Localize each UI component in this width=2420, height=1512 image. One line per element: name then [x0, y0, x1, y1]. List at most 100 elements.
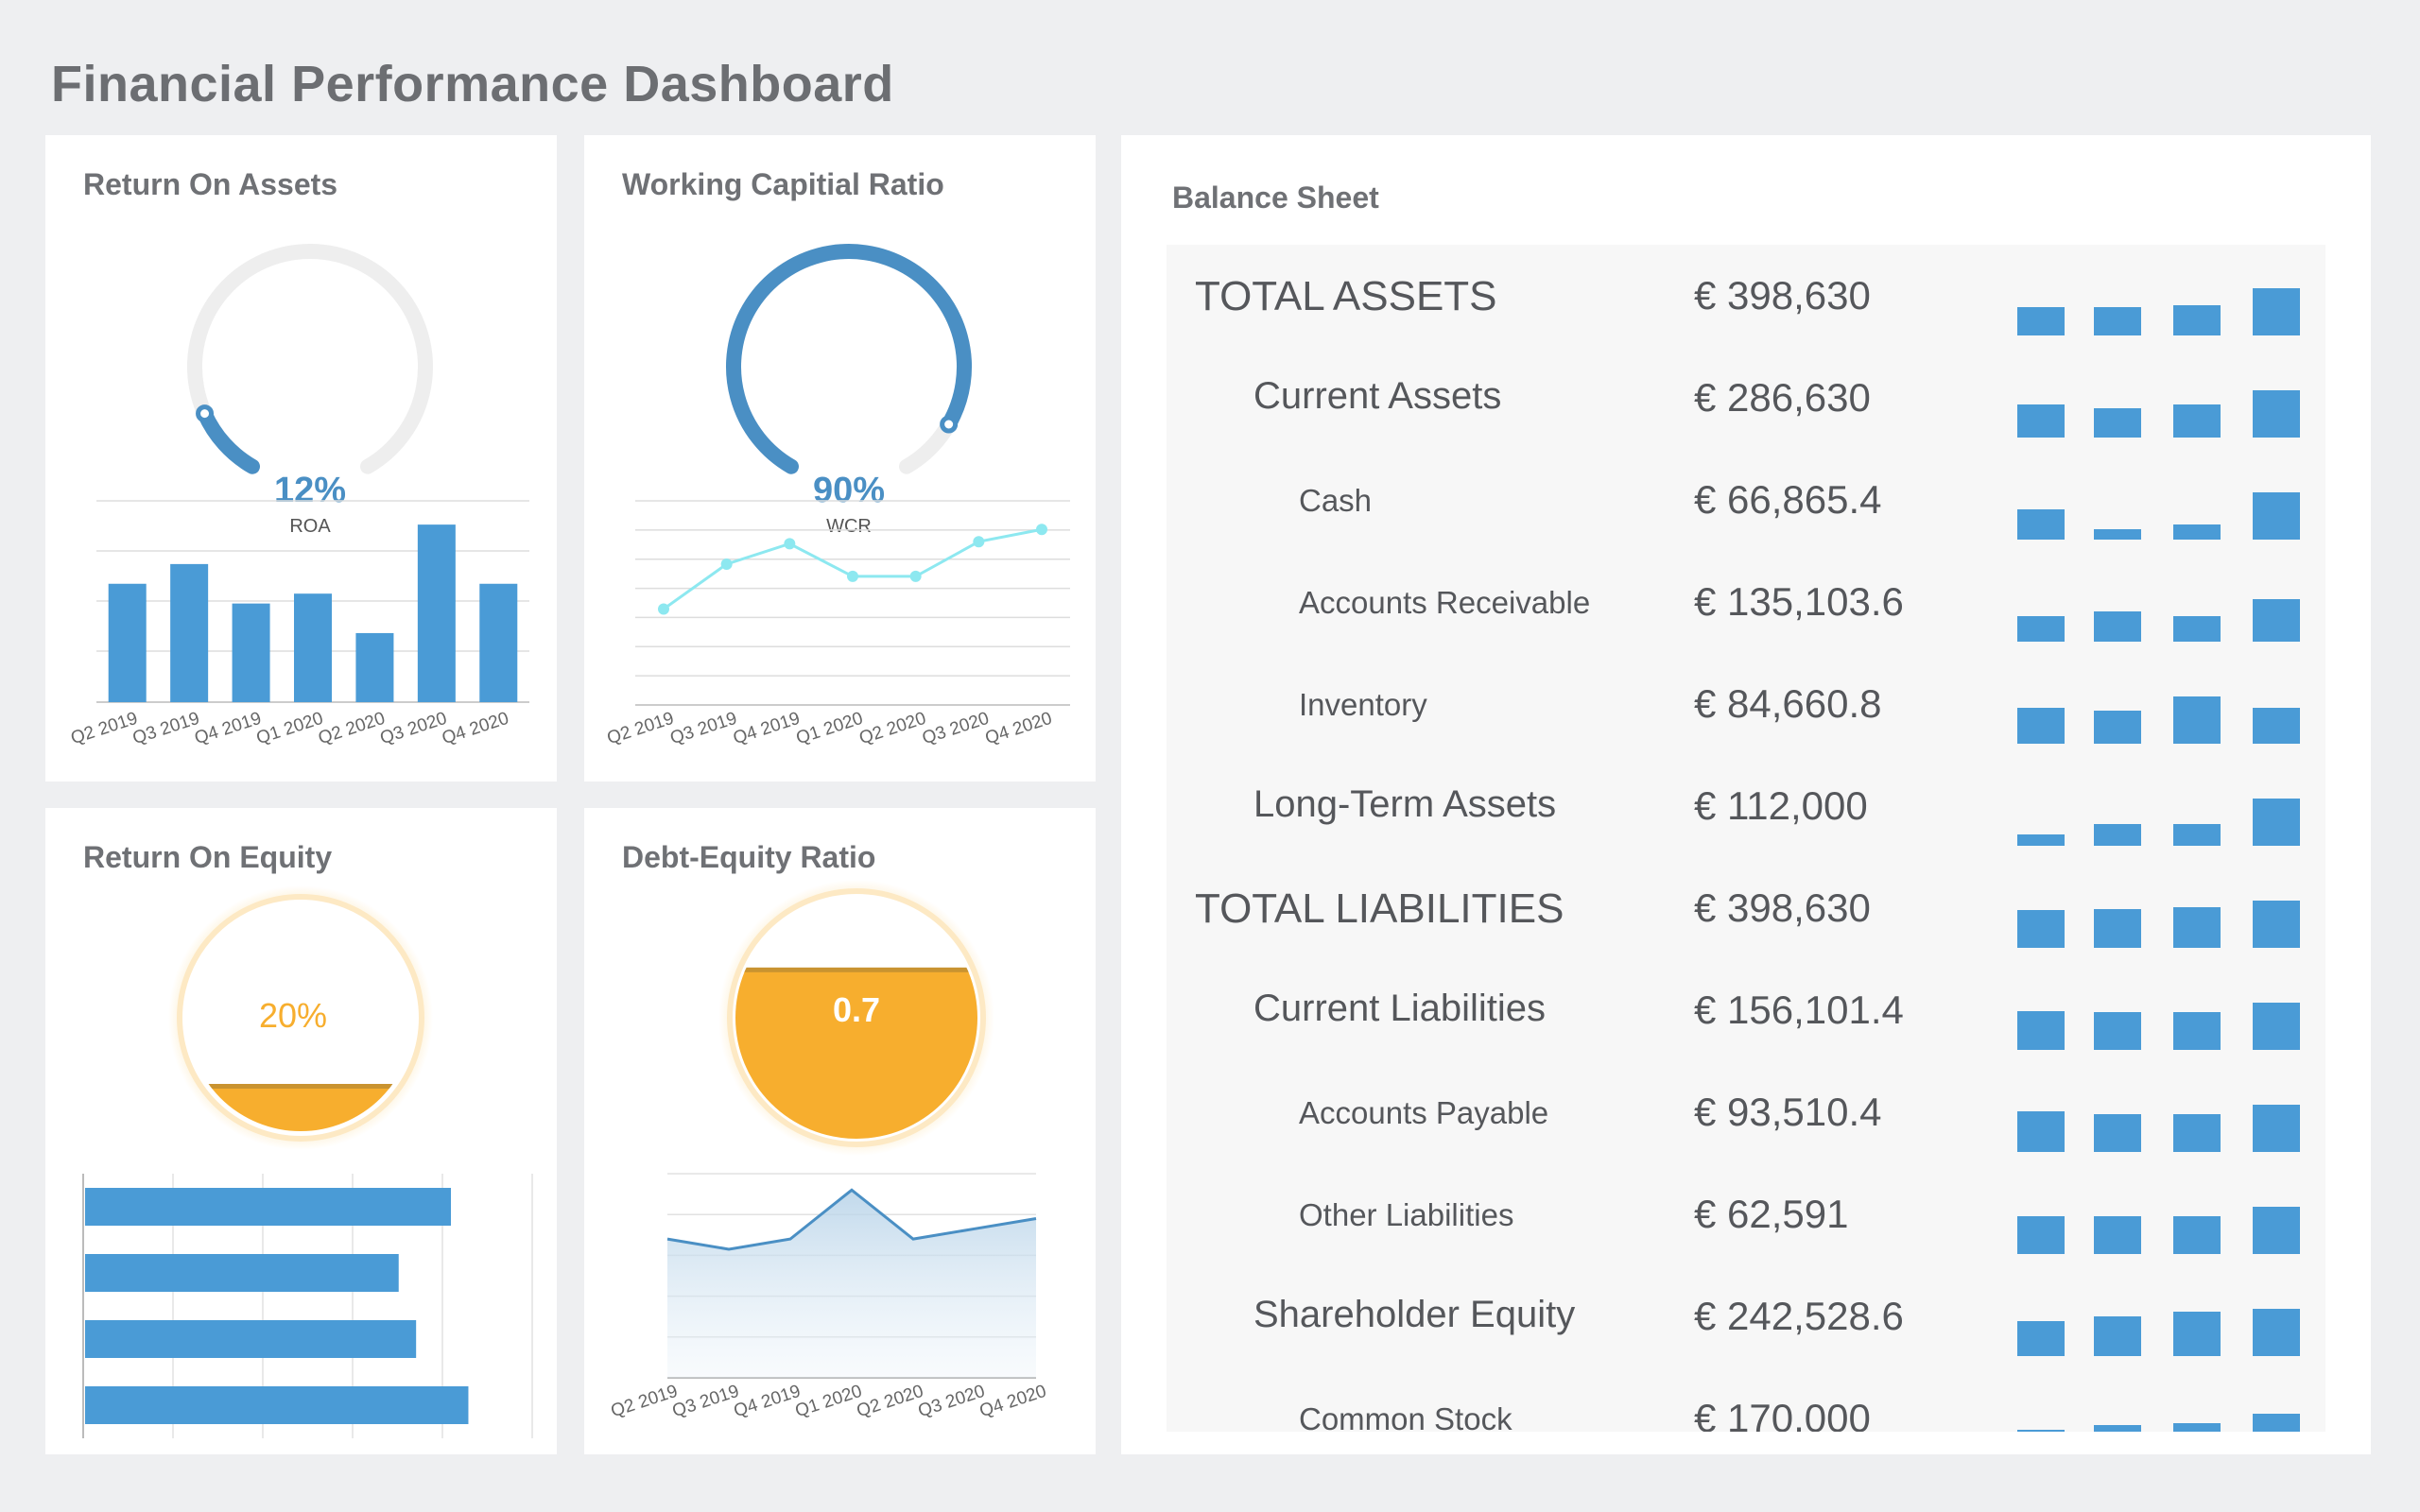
balance-sheet-row: Other Liabilities € 62,591 [1167, 1163, 2325, 1265]
wcr-grid [635, 500, 1070, 706]
balance-sheet-bar [2173, 907, 2221, 948]
balance-sheet-bar [2253, 492, 2300, 540]
balance-sheet-sparkbars [1167, 245, 2325, 347]
balance-sheet-bar [2017, 1430, 2065, 1432]
working-capital-ratio-card: 90% WCR Q2 2019 Q3 2019 Q4 2019 Q1 2020 Q2 2… [584, 135, 1096, 782]
balance-sheet-sparkbars [1167, 755, 2325, 857]
roa-bar [108, 583, 147, 702]
balance-sheet-row-label: Cash [1299, 483, 1373, 518]
wcr-point [658, 603, 669, 615]
balance-sheet-row-label: TOTAL ASSETS [1195, 273, 1497, 319]
x-tick-label: Q2 2020 [856, 709, 928, 749]
balance-sheet-bar [2253, 1207, 2300, 1254]
roe-bar [85, 1386, 469, 1424]
balance-sheet-row-value: € 66,865.4 [1694, 477, 1882, 522]
roe-gauge-ring [177, 894, 424, 1142]
balance-sheet-sparkbars [1167, 1265, 2325, 1367]
roa-bars [108, 524, 518, 702]
balance-sheet-bar [2253, 390, 2300, 438]
balance-sheet-row-value: € 398,630 [1694, 885, 1871, 930]
balance-sheet-bar [2094, 1425, 2141, 1432]
balance-sheet-row-label: TOTAL LIABILITIES [1195, 885, 1564, 932]
roe-bar [85, 1254, 399, 1292]
wcr-point [973, 536, 985, 548]
x-tick-label: Q2 2020 [316, 709, 388, 749]
balance-sheet-sparkbars [1167, 653, 2325, 755]
balance-sheet-row-value: € 84,660.8 [1694, 681, 1882, 726]
balance-sheet-row: Inventory € 84,660.8 [1167, 653, 2325, 755]
balance-sheet-sparkbars [1167, 449, 2325, 551]
balance-sheet-bar [2017, 615, 2065, 642]
x-tick-label: Q3 2019 [667, 709, 739, 749]
balance-sheet-row-value: € 286,630 [1694, 375, 1871, 420]
balance-sheet-row-label: Other Liabilities [1299, 1197, 1514, 1232]
balance-sheet-row-label: Common Stock [1299, 1401, 1512, 1432]
x-tick-label: Q2 2019 [68, 709, 140, 749]
balance-sheet-bar [2173, 696, 2221, 744]
roe-gauge-value: 20% [259, 996, 327, 1035]
wcr-point [847, 570, 858, 582]
balance-sheet-bar [2173, 1114, 2221, 1152]
balance-sheet-sparkbars [1167, 1163, 2325, 1265]
x-tick-label: Q3 2019 [130, 709, 202, 749]
balance-sheet-row-label: Accounts Receivable [1299, 585, 1591, 620]
balance-sheet-row-label: Inventory [1299, 687, 1427, 722]
wcr-point [1036, 524, 1047, 536]
x-tick-label: Q3 2019 [670, 1382, 742, 1422]
roe-chart-svg: 20% [82, 885, 533, 1438]
balance-sheet-title: Balance Sheet [1172, 180, 1379, 215]
balance-sheet-bar [2017, 404, 2065, 438]
balance-sheet-bar [2253, 901, 2300, 948]
balance-sheet-row: TOTAL LIABILITIES € 398,630 [1167, 857, 2325, 959]
balance-sheet-bar [2094, 307, 2141, 335]
balance-sheet-bar [2094, 824, 2141, 846]
balance-sheet-bar [2017, 1111, 2065, 1152]
balance-sheet-row-value: € 93,510.4 [1694, 1090, 1882, 1134]
x-tick-label: Q1 2020 [794, 709, 866, 749]
roa-bar [417, 524, 456, 702]
balance-sheet-row-value: € 135,103.6 [1694, 579, 1904, 624]
balance-sheet-bar [2173, 404, 2221, 438]
roe-hbars [85, 1188, 469, 1424]
wcr-gauge-knob [940, 415, 959, 434]
balance-sheet-sparkbars [1167, 959, 2325, 1061]
balance-sheet-bar [2017, 508, 2065, 540]
balance-sheet-table: TOTAL ASSETS € 398,630 Current Assets € 286… [1167, 245, 2325, 1432]
balance-sheet-row-label: Long-Term Assets [1253, 783, 1557, 825]
balance-sheet-bar [2173, 1216, 2221, 1254]
roa-gauge-knob [196, 404, 215, 423]
balance-sheet-sparkbars [1167, 1061, 2325, 1163]
x-tick-label: Q2 2019 [605, 709, 677, 749]
x-tick-label: Q4 2019 [732, 1382, 804, 1422]
balance-sheet-bar [2094, 610, 2141, 642]
der-title: Debt-Equity Ratio [622, 840, 876, 874]
wcr-gauge-value: 90% [813, 471, 885, 510]
wcr-title: Working Capitial Ratio [622, 167, 944, 201]
x-tick-label: Q4 2019 [731, 709, 803, 749]
balance-sheet-row-value: € 398,630 [1694, 273, 1871, 318]
wcr-point [784, 538, 796, 550]
balance-sheet-row: Current Assets € 286,630 [1167, 347, 2325, 449]
x-tick-label: Q2 2020 [855, 1382, 926, 1422]
x-tick-label: Q4 2019 [192, 709, 264, 749]
balance-sheet-row: Accounts Receivable € 135,103.6 [1167, 551, 2325, 653]
balance-sheet-bar [2094, 408, 2141, 438]
wcr-point [909, 570, 922, 582]
balance-sheet-bar [2094, 909, 2141, 948]
roa-bar [479, 583, 518, 702]
balance-sheet-bar [2173, 524, 2221, 540]
der-series-line [666, 1188, 1037, 1251]
balance-sheet-bar [2017, 1320, 2065, 1356]
page-title: Financial Performance Dashboard [51, 56, 894, 112]
balance-sheet-row: Long-Term Assets € 112,000 [1167, 755, 2325, 857]
balance-sheet-sparkbars [1167, 551, 2325, 653]
balance-sheet-bar [2253, 599, 2300, 642]
balance-sheet-bar [2173, 1422, 2221, 1432]
balance-sheet-bar [2253, 288, 2300, 335]
roa-bar [232, 603, 270, 702]
balance-sheet-row-label: Current Assets [1253, 375, 1502, 417]
der-gauge-value: 0.7 [833, 990, 880, 1029]
der-gauge-surface [735, 967, 977, 972]
balance-sheet-row-value: € 112,000 [1694, 783, 1868, 828]
